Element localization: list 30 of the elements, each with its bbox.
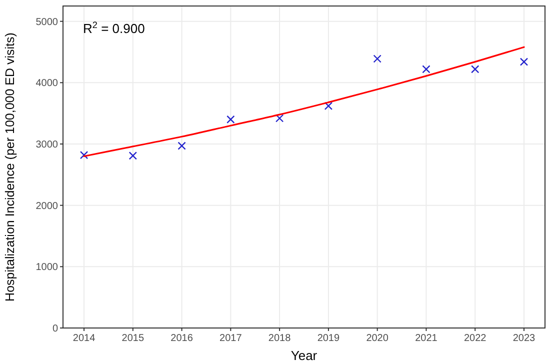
- annotation: R$^{2}$ = 0.900: [83, 20, 145, 36]
- x-axis-title: Year: [290, 348, 318, 363]
- y-axis-title: Hospitalization Incidence (per 100,000 ED visits): [3, 32, 17, 302]
- y-tick-label: 3000: [36, 140, 58, 150]
- point: [178, 142, 186, 150]
- x-tick-label: 2023: [512, 333, 536, 344]
- point: [373, 54, 382, 63]
- x-tick-label: 2020: [366, 333, 389, 344]
- point: [80, 150, 88, 160]
- y-tick-label: 4000: [36, 78, 58, 90]
- point: [324, 102, 333, 110]
- x-tick-label: 2021: [415, 333, 438, 344]
- x-tick-label: 2016: [170, 333, 194, 344]
- x-tick-label: 2017: [220, 333, 242, 344]
- x-tick-label: 2018: [268, 333, 292, 344]
- point: [422, 65, 430, 74]
- point: [226, 115, 235, 124]
- y-tick-label: 0: [52, 324, 58, 334]
- x-tick-label: 2022: [464, 333, 487, 344]
- x-tick-label: 2015: [122, 333, 144, 344]
- x-tick-label: 2014: [72, 333, 96, 344]
- line-series: [83, 46, 525, 158]
- point: [520, 58, 528, 66]
- y-tick-label: 2000: [36, 200, 58, 212]
- point: [470, 65, 480, 74]
- y-tick-label: 1000: [36, 262, 58, 274]
- y-tick-label: 5000: [36, 16, 58, 28]
- point: [128, 152, 138, 160]
- x-tick-label: 2019: [317, 333, 340, 344]
- point: [275, 114, 284, 122]
